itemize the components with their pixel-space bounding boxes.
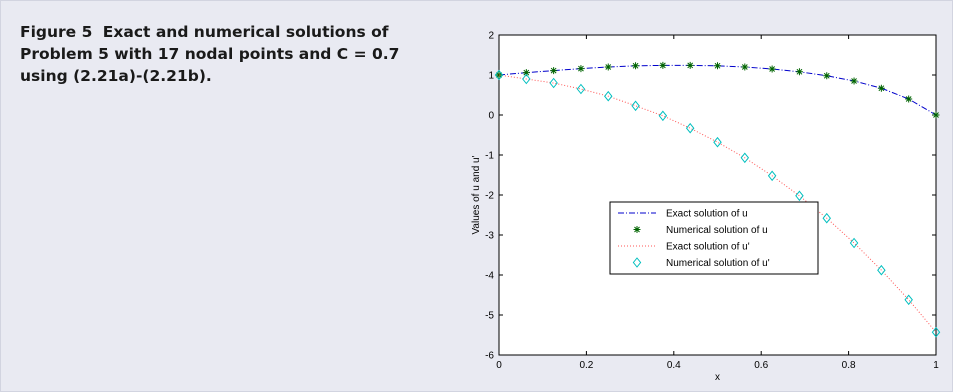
x-tick-label: 0.4 xyxy=(667,360,681,371)
data-point-star xyxy=(850,77,858,85)
data-point-star xyxy=(795,68,803,76)
y-tick-label: 1 xyxy=(488,71,494,82)
figure-label: Figure 5 xyxy=(20,23,93,41)
data-point-star xyxy=(604,63,612,71)
plot-series xyxy=(494,61,941,338)
data-point-diamond xyxy=(877,264,886,276)
data-point-star xyxy=(905,95,913,103)
data-point-diamond xyxy=(494,69,504,81)
y-tick-label: 2 xyxy=(488,31,494,42)
plot-area xyxy=(498,34,937,356)
data-point-diamond xyxy=(822,212,831,224)
y-tick-label: 0 xyxy=(488,111,494,122)
legend-label: Numerical solution of u xyxy=(666,225,768,236)
data-point-star xyxy=(550,67,558,75)
x-tick-label: 0 xyxy=(496,360,502,371)
data-point-diamond xyxy=(631,100,640,112)
data-point-diamond xyxy=(740,152,750,164)
figure-caption: Figure 5 Exact and numerical solutions o… xyxy=(20,21,440,87)
legend-swatch-star xyxy=(633,226,641,233)
data-point-diamond xyxy=(658,110,668,122)
data-point-diamond xyxy=(549,77,558,89)
data-point-star xyxy=(877,84,885,92)
data-point-star xyxy=(659,61,667,69)
figure-caption-text: Exact and numerical solutions of Problem… xyxy=(20,23,400,85)
data-point-star xyxy=(686,61,694,69)
x-axis-label: x xyxy=(715,372,720,383)
data-point-diamond xyxy=(713,136,722,148)
legend-swatch-diamond xyxy=(632,257,642,268)
y-axis: -6 -5 -4 -3 -2 -1 0 1 2 xyxy=(485,31,936,362)
y-tick-label: -6 xyxy=(485,351,494,362)
data-point-star xyxy=(577,65,585,73)
data-point-diamond xyxy=(767,170,777,182)
y-tick-label: -2 xyxy=(485,191,494,202)
data-point-diamond xyxy=(904,294,913,306)
data-point-star xyxy=(522,69,530,77)
y-tick-label: -1 xyxy=(485,151,494,162)
x-axis: 0 0.2 0.4 0.6 0.8 1 xyxy=(496,35,939,371)
data-point-diamond xyxy=(795,190,804,202)
legend-label: Numerical solution of u' xyxy=(666,258,770,269)
data-point-star xyxy=(823,72,831,80)
data-point-diamond xyxy=(576,83,586,95)
data-point-diamond xyxy=(522,73,531,85)
data-point-diamond xyxy=(604,90,613,102)
legend-box xyxy=(609,201,819,275)
data-point-star xyxy=(714,62,721,70)
data-point-star xyxy=(768,65,776,73)
data-point-star xyxy=(632,62,640,70)
data-point-diamond xyxy=(849,237,859,249)
legend: Exact solution of u Numerical solution of… xyxy=(609,201,819,275)
x-tick-label: 1 xyxy=(933,360,939,371)
series-line xyxy=(498,64,937,116)
legend-label: Exact solution of u xyxy=(666,209,748,220)
data-point-star xyxy=(932,111,940,119)
y-tick-label: -3 xyxy=(485,231,494,242)
data-point-diamond xyxy=(685,122,695,134)
data-point-star xyxy=(741,63,749,71)
x-tick-label: 0.8 xyxy=(842,360,856,371)
y-axis-label: Values of u and u' xyxy=(471,155,482,234)
y-tick-label: -5 xyxy=(485,311,494,322)
x-tick-label: 0.2 xyxy=(579,360,593,371)
legend-label: Exact solution of u' xyxy=(666,242,750,253)
chart: 0 0.2 0.4 0.6 0.8 1 -6 -5 -4 -3 -2 -1 0 1 2 x Values … xyxy=(471,31,941,383)
data-point-diamond xyxy=(931,326,941,338)
y-tick-label: -4 xyxy=(485,271,494,282)
x-tick-label: 0.6 xyxy=(754,360,768,371)
data-point-star xyxy=(495,71,503,79)
